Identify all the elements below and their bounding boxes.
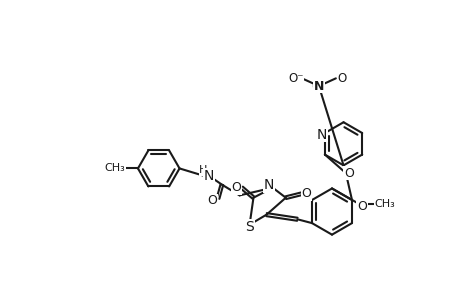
Text: N: N bbox=[316, 128, 326, 142]
Text: O: O bbox=[231, 181, 241, 194]
Text: CH₃: CH₃ bbox=[104, 164, 125, 173]
Text: N: N bbox=[263, 178, 274, 192]
Text: O: O bbox=[343, 167, 353, 180]
Text: S: S bbox=[245, 220, 253, 234]
Text: O: O bbox=[301, 187, 311, 200]
Text: O: O bbox=[207, 194, 217, 207]
Text: CH₃: CH₃ bbox=[374, 199, 395, 209]
Text: H: H bbox=[199, 165, 207, 175]
Text: O: O bbox=[356, 200, 366, 213]
Text: N: N bbox=[203, 169, 213, 183]
Text: O⁻: O⁻ bbox=[287, 72, 303, 85]
Text: O: O bbox=[336, 72, 346, 85]
Text: N: N bbox=[313, 80, 324, 92]
